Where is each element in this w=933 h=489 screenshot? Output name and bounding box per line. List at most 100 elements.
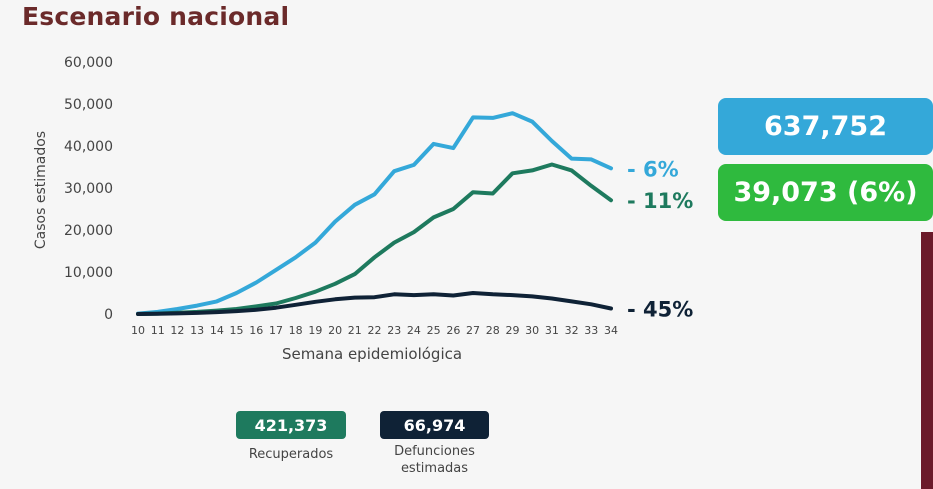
- data-point: [373, 255, 376, 259]
- x-tick-label: 10: [131, 324, 145, 337]
- x-tick-label: 15: [230, 324, 244, 337]
- total-cases-badge: 637,752: [718, 98, 933, 155]
- data-point: [313, 290, 317, 294]
- data-point: [570, 299, 574, 303]
- x-tick-label: 30: [525, 324, 539, 337]
- data-point: [353, 203, 357, 207]
- end-label-estimados: - 6%: [627, 157, 679, 181]
- x-tick-label: 17: [269, 324, 283, 337]
- x-tick-label: 26: [446, 324, 460, 337]
- y-tick-label: 30,000: [64, 181, 113, 197]
- x-axis: 10 11 12 13 14 15 16 17 18 19 20 21 22 23 24 25 26 27 28 29…: [131, 324, 618, 337]
- data-point: [550, 296, 554, 300]
- x-tick-label: 28: [486, 324, 500, 337]
- series-line-estimados: [136, 111, 613, 316]
- x-tick-label: 20: [328, 324, 342, 337]
- y-tick-label: 50,000: [64, 97, 113, 113]
- data-point: [294, 296, 298, 300]
- data-point: [392, 169, 396, 173]
- data-point: [550, 162, 554, 166]
- data-point: [333, 282, 337, 286]
- y-tick-label: 40,000: [64, 139, 113, 155]
- data-point: [530, 168, 534, 172]
- data-point: [215, 299, 219, 303]
- data-point: [175, 311, 179, 315]
- data-point: [195, 304, 199, 308]
- data-point: [451, 294, 455, 298]
- end-label-defunciones: - 45%: [627, 298, 693, 322]
- data-point: [609, 166, 613, 170]
- deaths-label: Defunciones estimadas: [394, 444, 475, 476]
- data-point: [530, 294, 534, 298]
- x-tick-label: 16: [249, 324, 263, 337]
- data-point: [274, 306, 278, 310]
- data-point: [491, 292, 495, 296]
- data-point: [254, 308, 258, 312]
- data-point: [589, 302, 593, 306]
- page-title: Escenario nacional: [22, 2, 290, 31]
- x-tick-label: 14: [210, 324, 224, 337]
- x-tick-label: 22: [368, 324, 382, 337]
- x-tick-label: 25: [427, 324, 441, 337]
- data-point: [471, 190, 475, 194]
- x-tick-label: 21: [348, 324, 362, 337]
- x-tick-label: 34: [604, 324, 618, 337]
- y-axis-label: Casos estimados: [33, 131, 49, 249]
- data-point: [294, 255, 298, 259]
- data-point: [274, 268, 278, 272]
- deaths-total-pill: 66,974: [380, 411, 489, 439]
- data-point: [451, 207, 455, 211]
- data-point: [432, 142, 436, 146]
- y-tick-label: 20,000: [64, 223, 113, 239]
- data-point: [195, 311, 199, 315]
- data-point: [313, 241, 317, 245]
- data-point: [510, 111, 514, 115]
- data-point: [313, 300, 317, 304]
- data-point: [254, 281, 258, 284]
- series-line-recuperados: [136, 162, 613, 316]
- data-point: [491, 191, 495, 195]
- growth-badge: 39,073 (6%): [718, 164, 933, 221]
- data-point: [333, 297, 337, 301]
- x-axis-label: Semana epidemiológica: [282, 345, 462, 363]
- data-point: [471, 291, 475, 295]
- data-point: [491, 116, 495, 120]
- y-tick-label: 60,000: [64, 55, 113, 71]
- data-point: [353, 296, 357, 300]
- x-tick-label: 13: [190, 324, 204, 337]
- data-point: [412, 163, 416, 167]
- data-point: [156, 312, 160, 316]
- data-point: [373, 192, 376, 196]
- x-tick-label: 27: [466, 324, 480, 337]
- data-point: [530, 120, 534, 124]
- data-point: [432, 292, 436, 296]
- data-point: [392, 292, 396, 296]
- data-point: [235, 309, 239, 313]
- data-point: [215, 310, 219, 314]
- data-point: [412, 230, 416, 234]
- data-point: [550, 139, 554, 143]
- x-tick-label: 29: [505, 324, 519, 337]
- data-point: [274, 302, 278, 305]
- x-tick-label: 12: [170, 324, 184, 337]
- data-point: [254, 304, 258, 308]
- data-point: [589, 184, 593, 188]
- data-point: [589, 157, 593, 161]
- data-point: [175, 307, 179, 311]
- x-tick-label: 11: [151, 324, 165, 337]
- series-group: [136, 111, 613, 316]
- x-tick-label: 18: [289, 324, 303, 337]
- x-tick-label: 24: [407, 324, 421, 337]
- end-label-recuperados: - 11%: [627, 189, 693, 213]
- data-point: [235, 291, 239, 295]
- data-point: [570, 168, 574, 172]
- data-point: [412, 293, 416, 297]
- edge-decoration: [921, 232, 933, 489]
- data-point: [373, 295, 376, 299]
- data-point: [570, 157, 574, 161]
- recovered-total-pill: 421,373: [236, 411, 346, 439]
- x-tick-label: 31: [545, 324, 559, 337]
- data-point: [294, 303, 298, 307]
- data-point: [609, 198, 613, 202]
